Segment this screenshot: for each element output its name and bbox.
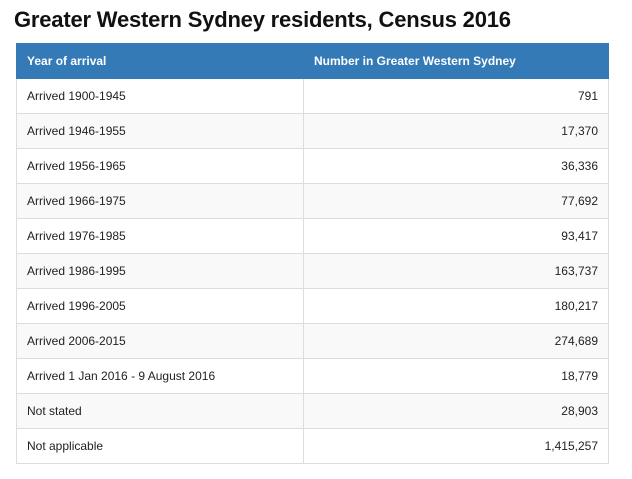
year-of-arrival-cell: Arrived 2006-2015 [16, 323, 304, 359]
table-row: Arrived 1900-1945 791 [16, 78, 609, 114]
table-row: Arrived 1996-2005 180,217 [16, 288, 609, 324]
year-of-arrival-cell: Arrived 1946-1955 [16, 113, 304, 149]
year-of-arrival-cell: Arrived 1900-1945 [16, 78, 304, 114]
year-of-arrival-cell: Arrived 1976-1985 [16, 218, 304, 254]
number-cell: 180,217 [303, 288, 609, 324]
table-row: Arrived 1976-1985 93,417 [16, 218, 609, 254]
number-cell: 791 [303, 78, 609, 114]
year-of-arrival-cell: Arrived 1996-2005 [16, 288, 304, 324]
arrivals-table: Year of arrival Number in Greater Wester… [16, 43, 609, 464]
table-row: Arrived 2006-2015 274,689 [16, 323, 609, 359]
year-of-arrival-cell: Arrived 1956-1965 [16, 148, 304, 184]
table-row: Arrived 1986-1995 163,737 [16, 253, 609, 289]
page-title: Greater Western Sydney residents, Census… [14, 7, 511, 32]
column-header-year-of-arrival: Year of arrival [16, 43, 304, 79]
year-of-arrival-cell: Arrived 1986-1995 [16, 253, 304, 289]
year-of-arrival-cell: Not stated [16, 393, 304, 429]
year-of-arrival-cell: Arrived 1966-1975 [16, 183, 304, 219]
column-header-number: Number in Greater Western Sydney [303, 43, 609, 79]
table-row: Arrived 1966-1975 77,692 [16, 183, 609, 219]
number-cell: 274,689 [303, 323, 609, 359]
number-cell: 18,779 [303, 358, 609, 394]
number-cell: 28,903 [303, 393, 609, 429]
number-cell: 17,370 [303, 113, 609, 149]
table-row: Not applicable 1,415,257 [16, 428, 609, 464]
year-of-arrival-cell: Arrived 1 Jan 2016 - 9 August 2016 [16, 358, 304, 394]
number-cell: 93,417 [303, 218, 609, 254]
table-row: Arrived 1956-1965 36,336 [16, 148, 609, 184]
table-row: Arrived 1946-1955 17,370 [16, 113, 609, 149]
number-cell: 36,336 [303, 148, 609, 184]
table-row: Not stated 28,903 [16, 393, 609, 429]
number-cell: 163,737 [303, 253, 609, 289]
table-header-row: Year of arrival Number in Greater Wester… [16, 43, 609, 79]
number-cell: 1,415,257 [303, 428, 609, 464]
table-row: Arrived 1 Jan 2016 - 9 August 2016 18,77… [16, 358, 609, 394]
year-of-arrival-cell: Not applicable [16, 428, 304, 464]
number-cell: 77,692 [303, 183, 609, 219]
